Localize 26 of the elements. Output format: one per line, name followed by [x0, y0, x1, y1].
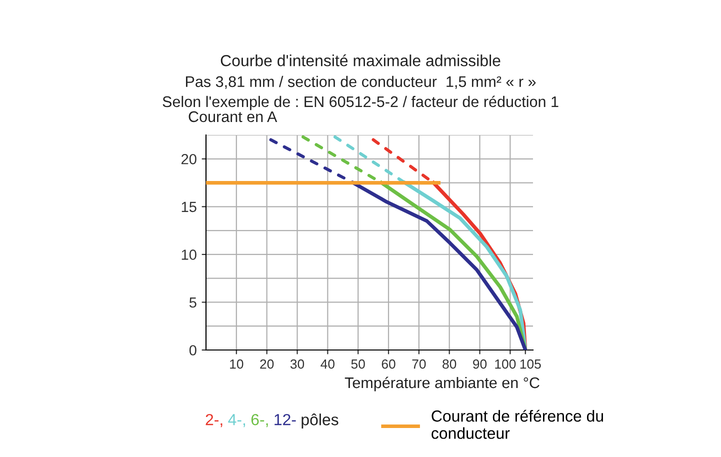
chart-title: Courbe d'intensité maximale admissible — [220, 54, 500, 66]
x-tick-label: 70 — [412, 359, 426, 369]
text: 12- — [274, 414, 296, 426]
y-tick-label: 10 — [182, 250, 196, 260]
x-axis-title: Température ambiante en °C — [344, 376, 540, 392]
chart-subtitle: Pas 3,81 mm / section de conducteur 1,5 mm² « r » Selon l'exemple de : EN 60512-5-2 / facteur de réduction 1 — [162, 76, 558, 110]
x-tick-label: 105 — [520, 359, 541, 369]
x-tick-label: 20 — [260, 359, 274, 369]
y-tick-label: 20 — [181, 154, 196, 164]
x-tick-label: 100 — [495, 359, 516, 369]
text: 4-, — [228, 414, 246, 428]
x-tick-label: 50 — [351, 359, 365, 369]
y-tick-label: 0 — [189, 345, 196, 356]
x-tick-label: 10 — [230, 359, 244, 369]
y-axis-title: Courant en A — [188, 111, 278, 122]
legend-label: Courant de référence du conducteur — [432, 410, 603, 439]
x-tick-label: 30 — [290, 359, 304, 369]
x-tick-label: 60 — [382, 359, 396, 369]
text: 2-, — [206, 414, 222, 428]
x-tick-label: 80 — [442, 359, 456, 369]
x-tick-label: 90 — [473, 359, 487, 369]
y-tick-label: 5 — [189, 297, 196, 308]
x-tick-label: 40 — [320, 359, 334, 369]
text: pôles — [302, 414, 338, 428]
text: 6-, — [251, 414, 268, 428]
y-tick-label: 15 — [182, 202, 196, 212]
